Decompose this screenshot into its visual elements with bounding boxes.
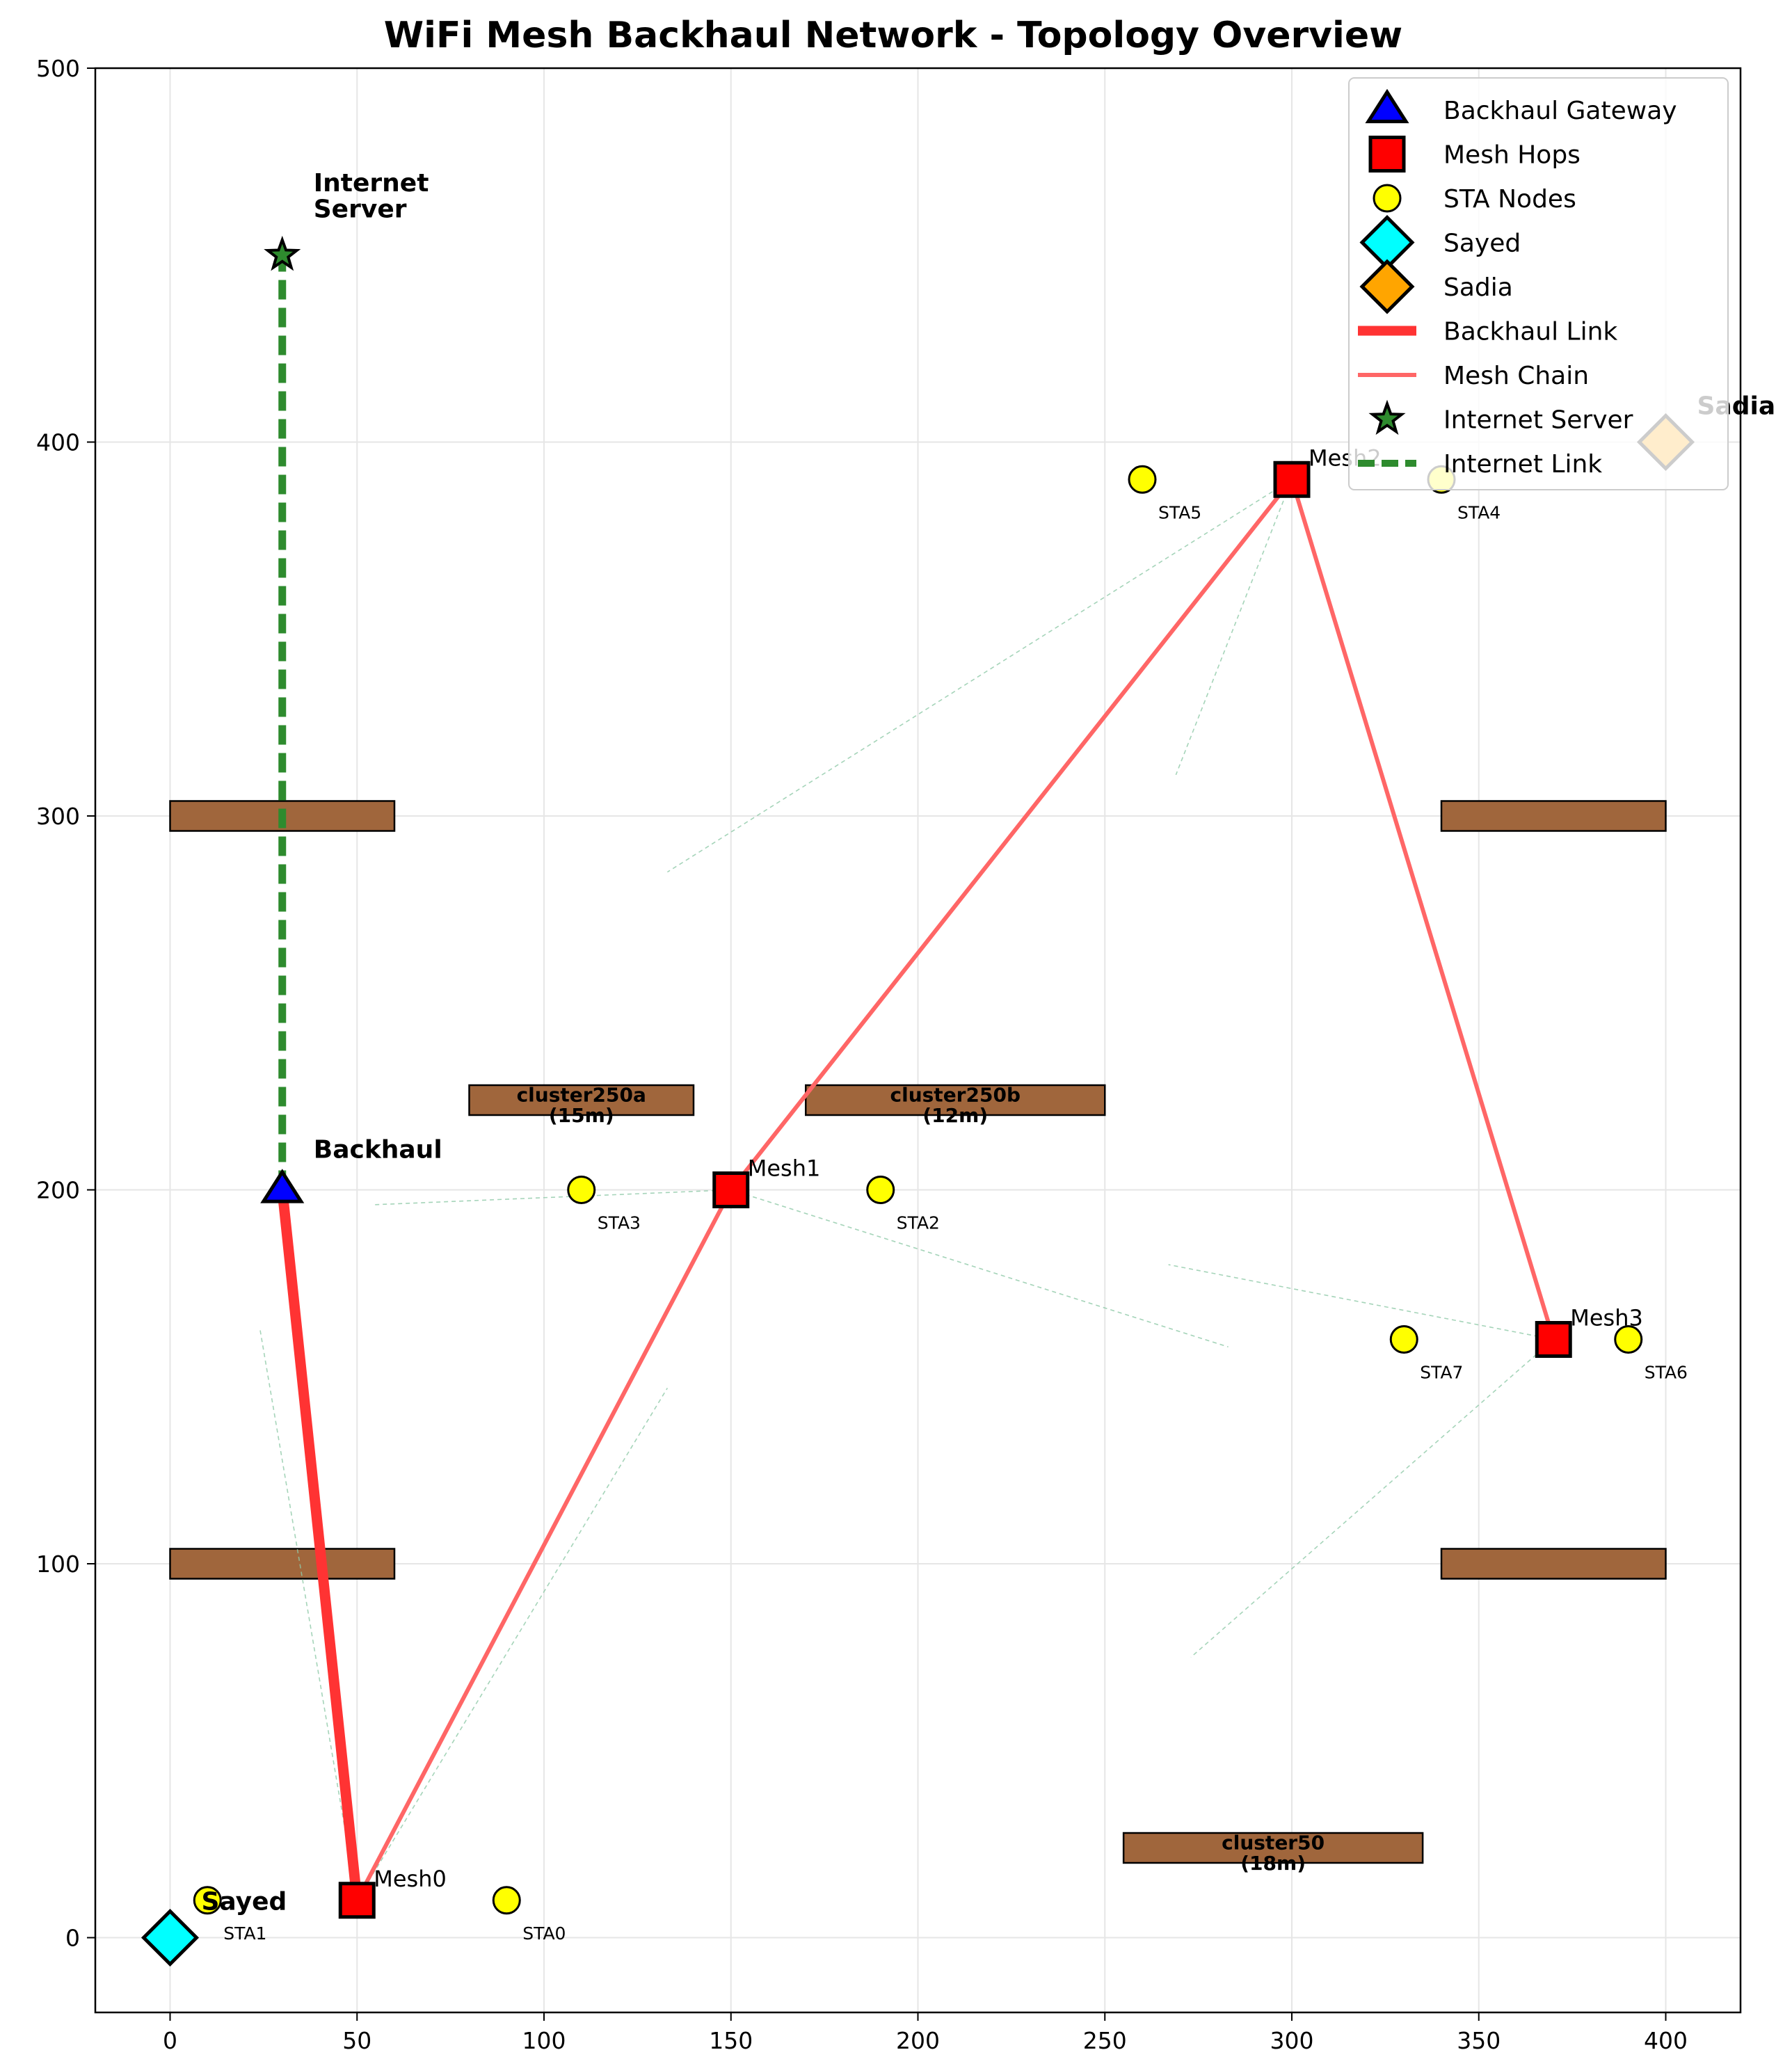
obstacle: [1440, 1548, 1667, 1580]
labels: cluster250a (15m) cluster250b (12m) cluster5…: [202, 169, 1776, 1944]
x-tick-label: 50: [342, 2027, 371, 2054]
sta-label: STA2: [897, 1213, 940, 1233]
x-tick-label: 400: [1644, 2027, 1688, 2054]
obstacle-label: cluster250b (12m): [890, 1084, 1021, 1127]
x-tick-label: 150: [709, 2027, 753, 2054]
legend-handle-sadia: [1359, 259, 1415, 314]
legend-handle-circle: [1373, 184, 1402, 213]
internet-server-label: Internet Server: [314, 169, 429, 224]
faint-link: [666, 479, 1293, 873]
gateway-label: Backhaul: [314, 1136, 442, 1164]
internet-server-marker: [264, 235, 301, 271]
obstacle-label: cluster250a (15m): [517, 1084, 646, 1127]
x-tick-label: 350: [1457, 2027, 1501, 2054]
y-tick-label: 300: [36, 803, 80, 830]
obstacle-label: cluster50 (18m): [1222, 1832, 1325, 1875]
legend: Backhaul Gateway Mesh Hops STA Nodes Sayed S…: [1348, 77, 1729, 490]
sta-node: [1128, 465, 1157, 494]
sta-node: [866, 1176, 895, 1204]
sayed-label: Sayed: [202, 1888, 287, 1916]
sta-label: STA0: [522, 1923, 566, 1944]
legend-label: Sayed: [1443, 230, 1521, 258]
legend-box: [1348, 77, 1729, 490]
sta-node: [1614, 1325, 1643, 1354]
backhaul-link-line: [277, 1189, 362, 1901]
x-tick-label: 250: [1083, 2027, 1127, 2054]
faint-links: [259, 479, 1554, 1901]
y-tick-label: 200: [36, 1177, 80, 1204]
mesh-hop: [1273, 461, 1311, 498]
sta-node: [492, 1886, 521, 1915]
links: [277, 255, 1556, 1902]
sta-label: STA6: [1645, 1363, 1688, 1383]
sta-node: [567, 1176, 596, 1204]
obstacle: [805, 1084, 1106, 1116]
mesh-hop: [338, 1882, 376, 1919]
sta-label: STA4: [1457, 502, 1501, 522]
legend-label: Internet Server: [1443, 406, 1633, 435]
y-tick-label: 0: [65, 1925, 80, 1952]
faint-link: [1190, 1338, 1554, 1658]
obstacles: [169, 800, 1667, 1864]
obstacle: [1440, 800, 1667, 832]
mesh-hop: [712, 1171, 750, 1208]
x-tick-label: 0: [163, 2027, 177, 2054]
y-tick-label: 400: [36, 429, 80, 456]
obstacle: [169, 1548, 396, 1580]
mesh-chain-line: [355, 474, 1556, 1902]
mesh-label: Mesh3: [1570, 1305, 1643, 1331]
sta-node: [1389, 1325, 1418, 1354]
gateway-marker: [260, 1169, 305, 1203]
sayed-marker: [141, 1908, 200, 1967]
sta-label: STA7: [1420, 1363, 1463, 1383]
x-tick-label: 200: [896, 2027, 940, 2054]
obstacle: [468, 1084, 695, 1116]
mesh-label: Mesh0: [374, 1866, 447, 1892]
y-tick-label: 500: [36, 55, 80, 82]
legend-label: STA Nodes: [1443, 185, 1576, 214]
axis-ticks: 0 50 100 150 200 250 300 350 400 0 100 200 300 400 500: [36, 55, 1688, 2054]
legend-label: Sadia: [1443, 273, 1513, 302]
faint-link: [371, 1189, 731, 1206]
faint-link: [730, 1189, 1229, 1348]
legend-label: Mesh Hops: [1443, 141, 1581, 170]
legend-handle-square: [1368, 136, 1406, 173]
x-tick-label: 300: [1270, 2027, 1314, 2054]
mesh-hop: [1535, 1321, 1572, 1358]
sta-label: STA3: [598, 1213, 641, 1233]
y-tick-label: 100: [36, 1551, 80, 1578]
legend-label: Internet Link: [1443, 450, 1602, 479]
legend-label: Mesh Chain: [1443, 362, 1589, 390]
faint-link: [1168, 1264, 1554, 1340]
legend-label: Backhaul Link: [1443, 318, 1617, 346]
legend-handle-star: [1368, 399, 1406, 435]
legend-handle-triangle: [1365, 88, 1409, 124]
x-tick-label: 100: [522, 2027, 566, 2054]
mesh-label: Mesh1: [748, 1155, 821, 1182]
sta-label: STA1: [223, 1923, 266, 1944]
chart-title: WiFi Mesh Backhaul Network - Topology Ov…: [384, 15, 1402, 56]
sta-node: [193, 1886, 222, 1915]
sta-label: STA5: [1158, 502, 1201, 522]
faint-link: [356, 1387, 669, 1901]
legend-label: Backhaul Gateway: [1443, 97, 1677, 125]
faint-link: [259, 1328, 358, 1900]
obstacle: [1122, 1832, 1424, 1864]
